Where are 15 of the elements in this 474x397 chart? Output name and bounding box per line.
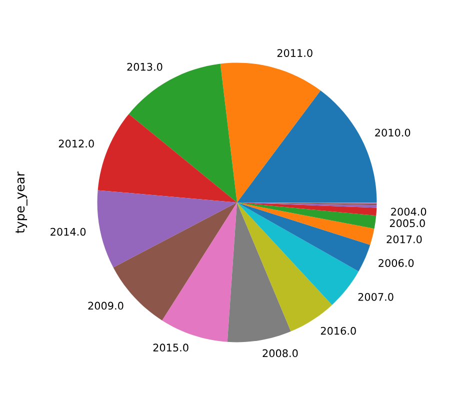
text: type_year <box>16 171 28 234</box>
slice-label: 2004.0 <box>391 208 426 216</box>
slice-label: 2013.0 <box>127 62 162 71</box>
slice-label: 2014.0 <box>50 228 86 236</box>
slice-label: 2005.0 <box>390 219 425 228</box>
slice-label: 2012.0 <box>58 140 94 148</box>
slice-label: 2010.0 <box>375 128 410 137</box>
slice-label: 2011.0 <box>277 49 312 57</box>
slice-label: 2009.0 <box>88 302 124 310</box>
slice-label: 2006.0 <box>378 259 414 267</box>
slice-label: 2016.0 <box>320 326 356 335</box>
slice-label: 2008.0 <box>262 349 298 358</box>
slice-label: 2015.0 <box>153 344 188 352</box>
slice-label: 2017.0 <box>386 235 422 244</box>
slice-label: 2007.0 <box>358 292 394 301</box>
